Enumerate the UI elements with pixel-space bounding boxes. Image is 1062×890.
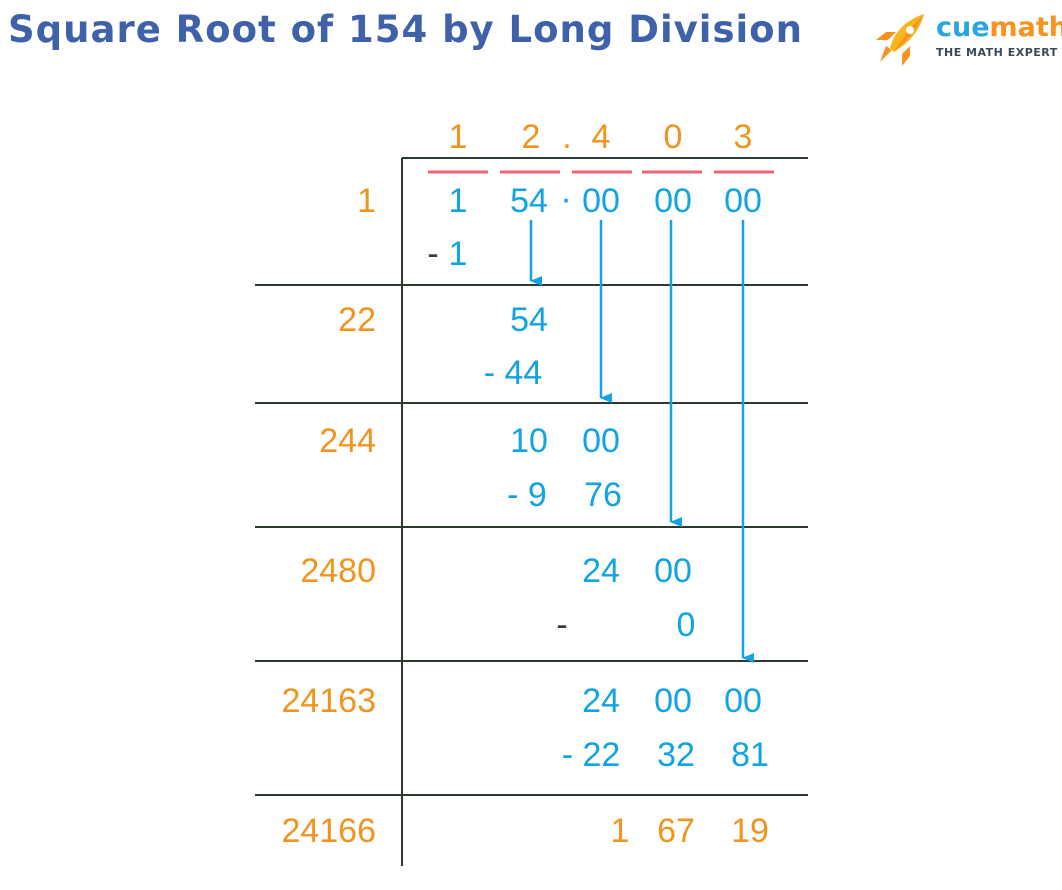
step-value: 24 [582, 682, 620, 720]
divisor-value: 244 [319, 422, 376, 460]
dividend-group: 00 [654, 182, 692, 220]
remainder-value: 1 [611, 812, 630, 850]
divisor-value: 2480 [300, 552, 376, 590]
step-subtract: - 22 [562, 736, 621, 774]
quotient-point: . [562, 118, 571, 156]
step-4: 24 00 - 0 [556, 552, 695, 644]
divisors: 1 22 244 2480 24163 24166 [281, 182, 376, 850]
step-subtract: 0 [677, 606, 696, 644]
subtract-sign: - [427, 235, 438, 273]
divisor-value: 24166 [281, 812, 376, 850]
dividend-group: 00 [582, 182, 620, 220]
step-value: 00 [654, 552, 692, 590]
quotient-digit: 4 [592, 118, 611, 156]
dividend-group: 54 [510, 182, 548, 220]
step-3: 10 00 - 9 76 [507, 422, 622, 514]
step-value: 54 [510, 301, 548, 339]
step-subtract: - [556, 606, 567, 644]
quotient: 1 2 . 4 0 3 [449, 118, 753, 156]
step-subtract: 81 [731, 736, 769, 774]
grid-lines [255, 157, 808, 866]
quotient-digit: 2 [522, 118, 541, 156]
step-value: 00 [582, 422, 620, 460]
remainder: 1 67 19 [611, 812, 769, 850]
step-value: 00 [724, 682, 762, 720]
remainder-value: 67 [657, 812, 695, 850]
step-value: 10 [510, 422, 548, 460]
step-2: 54 - 44 [484, 301, 548, 392]
subtract-value: 1 [449, 235, 468, 273]
step-subtract: - 9 [507, 476, 547, 514]
rocket-icon [876, 14, 924, 66]
remainder-value: 19 [731, 812, 769, 850]
brand-tagline: THE MATH EXPERT [936, 46, 1058, 59]
step-value: 00 [654, 682, 692, 720]
step-value: 24 [582, 552, 620, 590]
divisor-value: 22 [338, 301, 376, 339]
divisor-value: 24163 [281, 682, 376, 720]
quotient-digit: 0 [664, 118, 683, 156]
step-subtract: 76 [584, 476, 622, 514]
cuemath-logo: cuemath THE MATH EXPERT [872, 10, 1062, 66]
dividend-point: · [560, 180, 571, 218]
dividend: 1 54 · 00 00 00 [449, 180, 762, 220]
quotient-digit: 1 [449, 118, 468, 156]
brand-name: cuemath [936, 12, 1062, 43]
quotient-digit: 3 [734, 118, 753, 156]
step-subtract: - 44 [484, 354, 543, 392]
divisor-value: 1 [357, 182, 376, 220]
dividend-group: 00 [724, 182, 762, 220]
step-5: 24 00 00 - 22 32 81 [562, 682, 769, 774]
dividend-group: 1 [449, 182, 468, 220]
bring-down-arrows [529, 220, 754, 663]
step-subtract: 32 [657, 736, 695, 774]
page-title: Square Root of 154 by Long Division [8, 8, 803, 51]
step-1: - 1 - 1 [427, 235, 467, 273]
